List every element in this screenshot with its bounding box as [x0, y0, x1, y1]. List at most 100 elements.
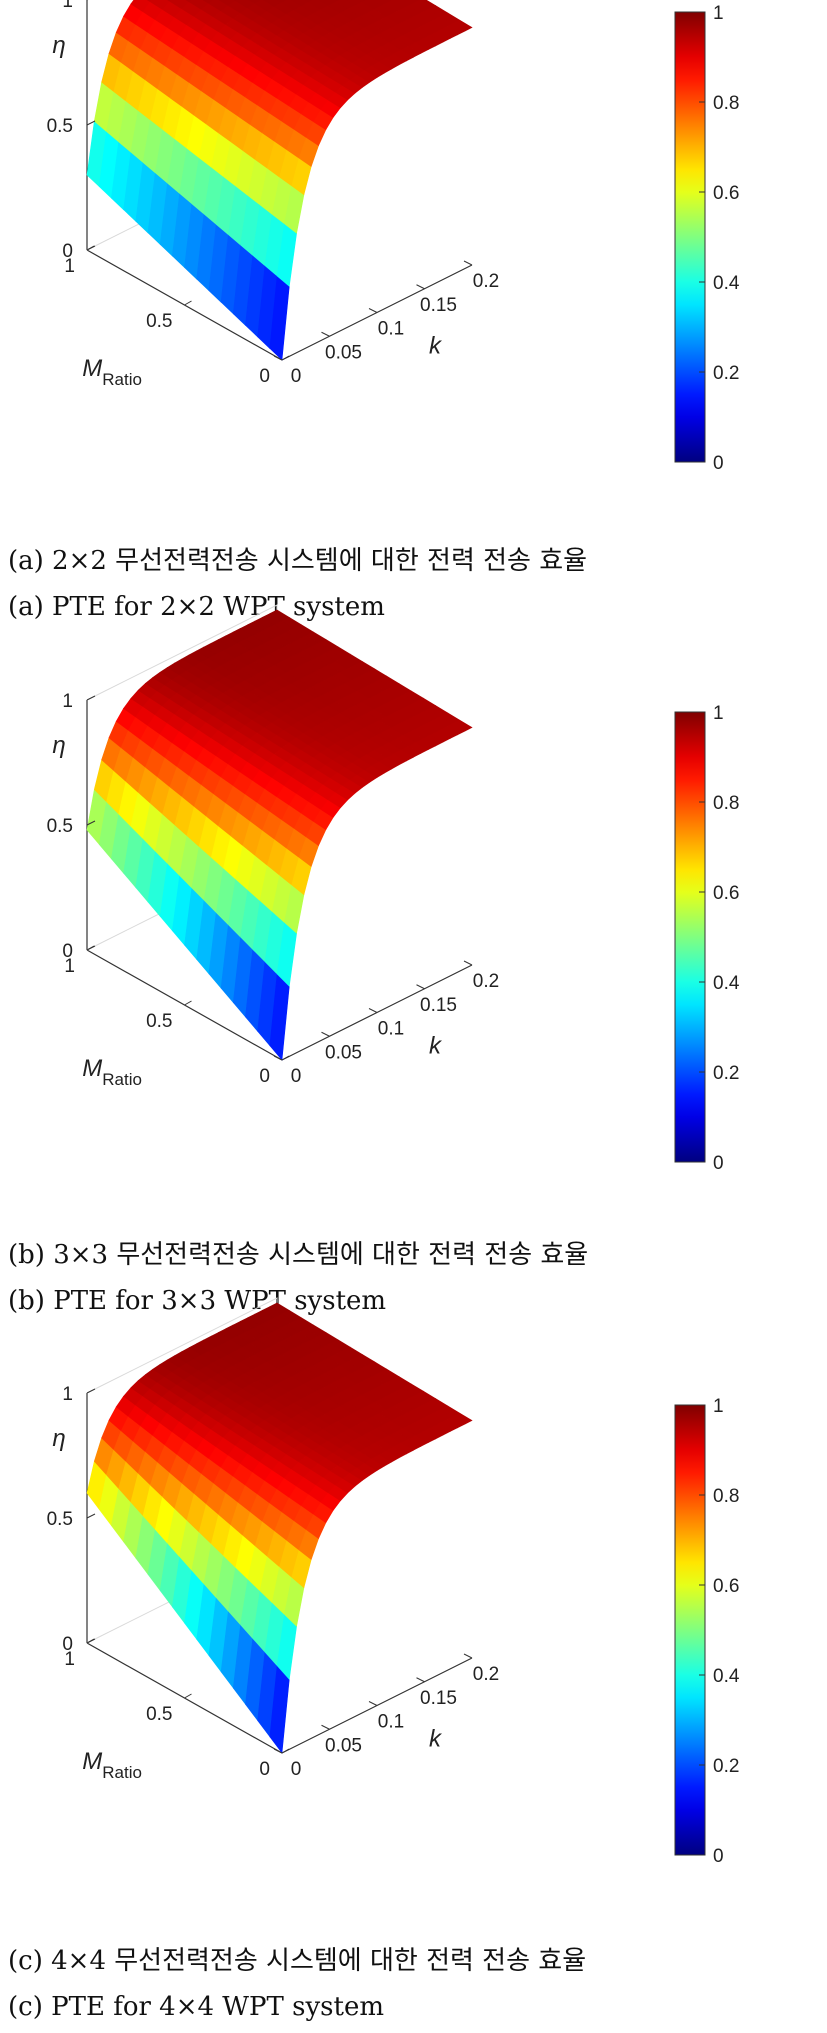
colorbar-tick-label: 0.8 — [713, 93, 739, 114]
k-tick-label: 0.2 — [473, 271, 499, 292]
caption-en-c: (c) PTE for 4×4 WPT system — [8, 1992, 384, 2022]
colorbar-tick-label: 0.2 — [713, 1063, 739, 1084]
colorbar-tick-label: 0.4 — [713, 273, 740, 294]
z-tick-label: 0 — [62, 241, 73, 262]
k-tick-label: 0.15 — [420, 1688, 457, 1709]
k-tick-mark — [321, 331, 330, 337]
m-tick-label: 0.5 — [146, 311, 172, 332]
k-tick-mark — [273, 1748, 283, 1754]
m-tick-label: 1 — [64, 956, 75, 977]
k-tick-mark — [368, 1008, 378, 1013]
k-tick-label: 0.1 — [378, 1019, 404, 1040]
colorbar — [674, 11, 706, 463]
m-tick-mark — [184, 1693, 192, 1699]
z-axis-label: η — [52, 732, 65, 759]
m-tick-mark — [281, 1748, 290, 1754]
colorbar-tick-label: 1 — [713, 1396, 724, 1417]
k-tick-mark — [416, 1677, 425, 1683]
surface-patch — [185, 0, 193, 3]
k-tick-mark — [416, 984, 425, 990]
surface-patch — [331, 0, 340, 3]
k-tick-mark — [321, 1724, 330, 1730]
m-tick-mark — [86, 1638, 95, 1644]
colorbar-tick-label: 0 — [713, 453, 724, 474]
m-tick-mark — [281, 1055, 290, 1061]
m-axis-label: MRatio — [82, 355, 142, 389]
colorbar-tick-label: 0 — [713, 1153, 724, 1174]
surface-patch — [451, 1412, 473, 1425]
k-tick-mark — [368, 308, 378, 313]
colorbar-tick-label: 0.8 — [713, 1486, 739, 1507]
surface-patch — [167, 0, 172, 2]
k-tick-mark — [463, 960, 473, 966]
colorbar-tick-label: 0.2 — [713, 363, 739, 384]
k-tick-label: 0.1 — [378, 1712, 404, 1733]
k-tick-label: 0.15 — [420, 295, 457, 316]
z-tick-label: 0 — [62, 1634, 73, 1655]
m-tick-mark — [184, 1000, 192, 1006]
surface — [86, 0, 473, 361]
caption-en-b: (b) PTE for 3×3 WPT system — [8, 1286, 387, 1316]
colorbar-tick-label: 1 — [713, 3, 724, 24]
k-axis-label: k — [429, 1726, 443, 1753]
k-tick-mark — [368, 1701, 378, 1706]
colorbar-tick-label: 0.6 — [713, 883, 739, 904]
colorbar — [674, 711, 706, 1163]
z-tick-mark — [86, 1513, 96, 1519]
m-tick-label: 1 — [64, 1649, 75, 1670]
k-tick-label: 0 — [291, 1066, 302, 1087]
m-tick-mark — [281, 355, 290, 361]
surface-patch — [451, 719, 473, 732]
z-tick-label: 1 — [62, 1384, 73, 1405]
figure-panel-b: 0 0.5 1 η 0 0.5 1 MRatio 0 0.05 0.1 0.15 0.2 k 0 0.2 0.4… — [0, 604, 827, 1340]
figure-panel-c: 0 0.5 1 η 0 0.5 1 MRatio 0 0.05 0.1 0.15 0.2 k 0 0.2 0.4… — [0, 1297, 827, 2033]
k-tick-label: 0.15 — [420, 995, 457, 1016]
colorbar-tick-label: 0.6 — [713, 183, 739, 204]
surface-patch — [304, 0, 314, 3]
surface-plot-b: 0 0.5 1 η 0 0.5 1 MRatio 0 0.05 0.1 0.15 0.2 k 0 0.2 0.4… — [47, 604, 740, 1174]
k-tick-label: 0 — [291, 1759, 302, 1780]
caption-ko-b: (b) 3×3 무선전력전송 시스템에 대한 전력 전송 효율 — [8, 1240, 589, 1270]
k-tick-mark — [416, 284, 425, 290]
k-tick-mark — [463, 260, 473, 266]
m-tick-label: 0.5 — [146, 1011, 172, 1032]
colorbar-tick-label: 0 — [713, 1846, 724, 1867]
k-axis-label: k — [429, 333, 443, 360]
k-tick-label: 0.1 — [378, 319, 404, 340]
k-tick-mark — [273, 355, 283, 361]
m-axis-label: MRatio — [82, 1055, 142, 1089]
m-tick-label: 1 — [64, 256, 75, 277]
colorbar — [674, 1404, 706, 1856]
m-tick-label: 0.5 — [146, 1704, 172, 1725]
surface — [86, 1302, 473, 1754]
z-tick-mark — [86, 120, 96, 126]
caption-ko-a: (a) 2×2 무선전력전송 시스템에 대한 전력 전송 효율 — [8, 546, 588, 576]
z-axis-label: η — [52, 32, 65, 59]
k-tick-mark — [463, 1653, 473, 1659]
k-tick-label: 0 — [291, 366, 302, 387]
m-tick-label: 0 — [259, 1759, 270, 1780]
colorbar-tick-label: 0.8 — [713, 793, 739, 814]
z-tick-label: 1 — [62, 691, 73, 712]
caption-ko-c: (c) 4×4 무선전력전송 시스템에 대한 전력 전송 효율 — [8, 1946, 587, 1976]
figure-panel-a: 0 0.5 1 η 0 0.5 1 MRatio 0 0.05 0.1 0.15 0.2 k 0 0.2 0.4… — [0, 0, 827, 650]
surface-patch — [358, 0, 367, 3]
surface-patch — [451, 19, 473, 32]
z-tick-mark — [86, 1388, 96, 1394]
m-tick-mark — [86, 945, 95, 951]
colorbar-tick-label: 1 — [713, 703, 724, 724]
m-tick-label: 0 — [259, 366, 270, 387]
colorbar-tick-label: 0.6 — [713, 1576, 739, 1597]
colorbar-tick-label: 0.4 — [713, 1666, 740, 1687]
m-tick-label: 0 — [259, 1066, 270, 1087]
z-tick-label: 1 — [62, 0, 73, 12]
surface-plot-c: 0 0.5 1 η 0 0.5 1 MRatio 0 0.05 0.1 0.15 0.2 k 0 0.2 0.4… — [47, 1297, 740, 1867]
m-tick-mark — [86, 245, 95, 251]
surface-patch — [412, 0, 421, 3]
surface-patch — [202, 0, 215, 4]
k-tick-label: 0.05 — [325, 342, 362, 363]
k-tick-label: 0.2 — [473, 971, 499, 992]
z-axis-label: η — [52, 1425, 65, 1452]
caption-en-a: (a) PTE for 2×2 WPT system — [8, 592, 385, 622]
m-tick-mark — [184, 300, 192, 306]
